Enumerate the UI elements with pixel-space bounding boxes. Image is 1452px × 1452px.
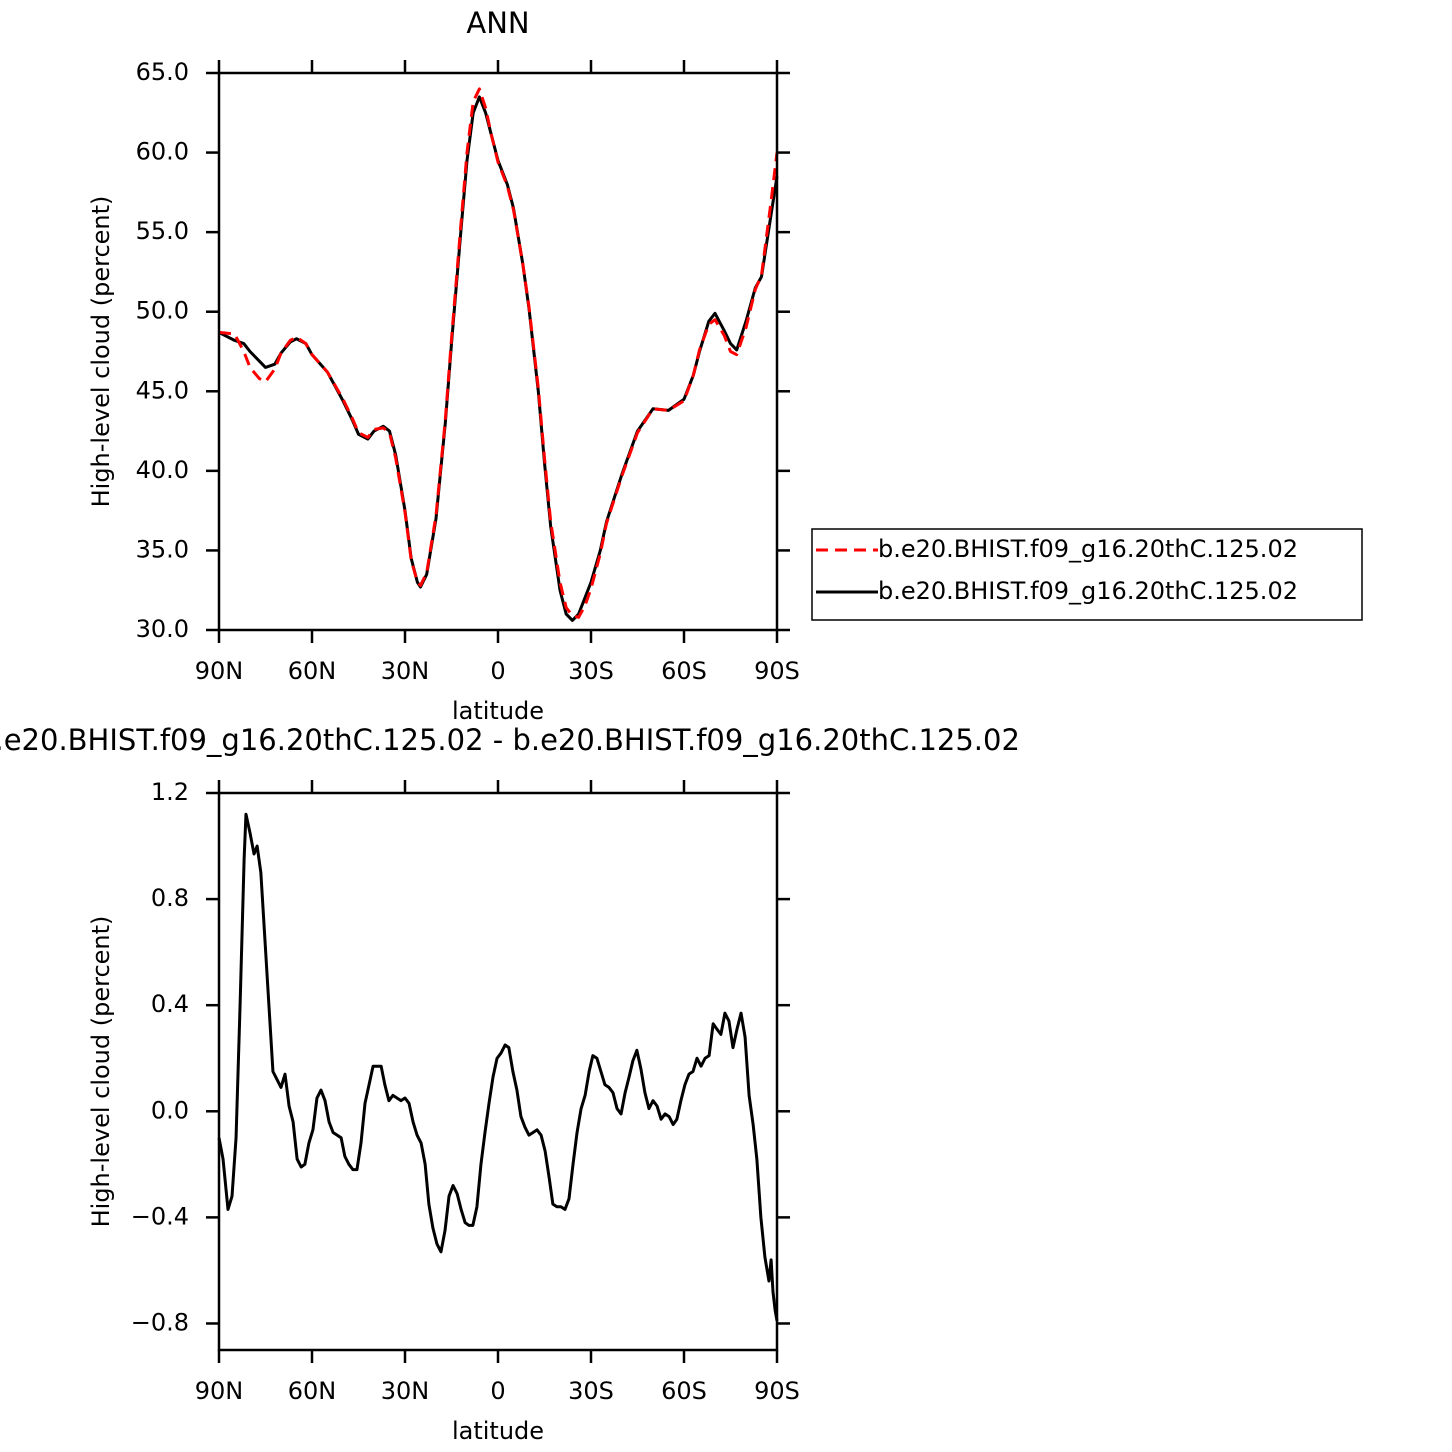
y-tick-label: 1.2 [151, 778, 189, 806]
x-tick-label: 60N [288, 1377, 337, 1405]
y-tick-label: −0.4 [131, 1202, 189, 1230]
x-axis-label: latitude [452, 1417, 544, 1445]
x-tick-label: 30N [381, 1377, 430, 1405]
y-tick-label: 65.0 [136, 58, 189, 86]
legend-label: b.e20.BHIST.f09_g16.20thC.125.02 [878, 535, 1298, 563]
plot-frame [217, 71, 779, 632]
plot-frame [217, 791, 779, 1352]
y-tick-label: 0.8 [151, 884, 189, 912]
y-tick-label: 30.0 [136, 615, 189, 643]
legend-label: b.e20.BHIST.f09_g16.20thC.125.02 [878, 577, 1298, 605]
x-tick-label: 60S [661, 1377, 707, 1405]
x-tick-label: 90N [195, 1377, 244, 1405]
y-axis-label: High-level cloud (percent) [87, 916, 115, 1228]
data-line [218, 95, 779, 622]
x-tick-label: 90S [754, 657, 800, 685]
x-tick-label: 60S [661, 657, 707, 685]
legend-box [811, 528, 1363, 621]
x-tick-label: 90S [754, 1377, 800, 1405]
x-tick-label: 90N [195, 657, 244, 685]
y-tick-label: 0.4 [151, 990, 189, 1018]
y-tick-label: 40.0 [136, 456, 189, 484]
x-tick-label: 30N [381, 657, 430, 685]
data-line [217, 812, 779, 1322]
y-tick-label: 50.0 [136, 297, 189, 325]
x-tick-label: 0 [490, 1377, 505, 1405]
data-line [218, 87, 779, 619]
chart-title: b.e20.BHIST.f09_g16.20thC.125.02 - b.e20… [0, 723, 1020, 757]
y-axis-label: High-level cloud (percent) [87, 196, 115, 508]
x-tick-label: 30S [568, 657, 614, 685]
y-tick-label: 55.0 [136, 217, 189, 245]
chart-title: ANN [466, 6, 529, 40]
x-tick-label: 60N [288, 657, 337, 685]
y-tick-label: 60.0 [136, 138, 189, 166]
y-tick-label: −0.8 [131, 1308, 189, 1336]
y-tick-label: 0.0 [151, 1096, 189, 1124]
x-axis-label: latitude [452, 697, 544, 725]
x-tick-label: 0 [490, 657, 505, 685]
y-tick-label: 45.0 [136, 376, 189, 404]
x-tick-label: 30S [568, 1377, 614, 1405]
y-tick-label: 35.0 [136, 535, 189, 563]
